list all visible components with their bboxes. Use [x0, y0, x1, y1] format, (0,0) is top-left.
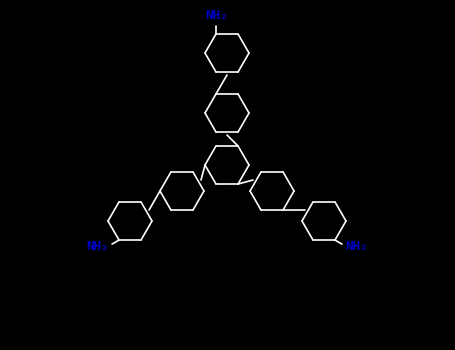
- Text: NH₂: NH₂: [86, 239, 109, 253]
- Text: NH₂: NH₂: [205, 9, 227, 22]
- Text: NH₂: NH₂: [345, 239, 368, 253]
